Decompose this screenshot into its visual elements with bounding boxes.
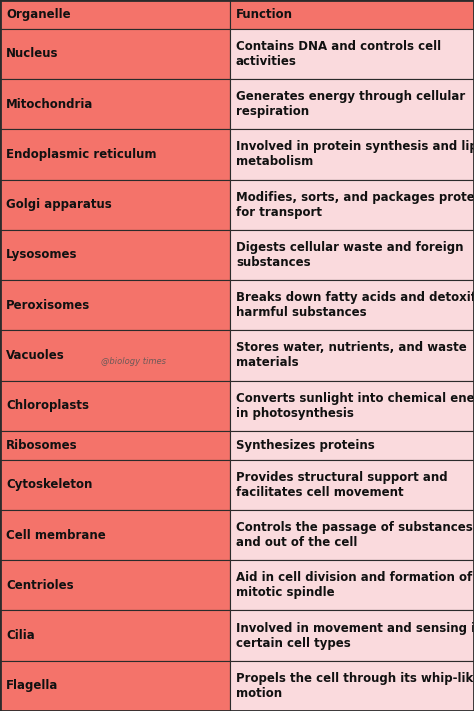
Text: Golgi apparatus: Golgi apparatus xyxy=(6,198,112,211)
Bar xyxy=(230,129,474,180)
Bar xyxy=(230,280,474,331)
Text: Nucleus: Nucleus xyxy=(6,48,58,60)
Text: Flagella: Flagella xyxy=(6,680,58,693)
Bar xyxy=(0,230,230,280)
Bar xyxy=(230,380,474,431)
Text: Synthesizes proteins: Synthesizes proteins xyxy=(236,439,375,451)
Text: Peroxisomes: Peroxisomes xyxy=(6,299,90,311)
Text: Endoplasmic reticulum: Endoplasmic reticulum xyxy=(6,148,156,161)
Text: Generates energy through cellular
respiration: Generates energy through cellular respir… xyxy=(236,90,465,118)
Text: Cilia: Cilia xyxy=(6,629,35,642)
Bar xyxy=(0,510,230,560)
Bar xyxy=(230,611,474,661)
Bar xyxy=(0,79,230,129)
Text: Digests cellular waste and foreign
substances: Digests cellular waste and foreign subst… xyxy=(236,241,464,269)
Text: Contains DNA and controls cell
activities: Contains DNA and controls cell activitie… xyxy=(236,40,441,68)
Text: Organelle: Organelle xyxy=(6,8,71,21)
Text: Cytoskeleton: Cytoskeleton xyxy=(6,479,92,491)
Bar xyxy=(0,611,230,661)
Text: Controls the passage of substances in
and out of the cell: Controls the passage of substances in an… xyxy=(236,521,474,549)
Bar xyxy=(230,431,474,459)
Text: Breaks down fatty acids and detoxifies
harmful substances: Breaks down fatty acids and detoxifies h… xyxy=(236,292,474,319)
Text: Function: Function xyxy=(236,8,293,21)
Bar xyxy=(0,280,230,331)
Bar xyxy=(0,459,230,510)
Text: @biology times: @biology times xyxy=(101,357,166,366)
Text: Propels the cell through its whip-like
motion: Propels the cell through its whip-like m… xyxy=(236,672,474,700)
Text: Converts sunlight into chemical energy
in photosynthesis: Converts sunlight into chemical energy i… xyxy=(236,392,474,419)
Text: Aid in cell division and formation of the
mitotic spindle: Aid in cell division and formation of th… xyxy=(236,572,474,599)
Bar xyxy=(0,28,230,79)
Text: Vacuoles: Vacuoles xyxy=(6,349,65,362)
Bar xyxy=(230,331,474,380)
Bar xyxy=(230,28,474,79)
Bar xyxy=(230,459,474,510)
Bar xyxy=(230,0,474,28)
Bar xyxy=(230,661,474,711)
Bar xyxy=(230,180,474,230)
Bar xyxy=(0,0,230,28)
Text: Involved in movement and sensing in
certain cell types: Involved in movement and sensing in cert… xyxy=(236,621,474,650)
Text: Lysosomes: Lysosomes xyxy=(6,248,78,262)
Bar xyxy=(0,431,230,459)
Bar xyxy=(230,560,474,611)
Bar xyxy=(230,510,474,560)
Text: Provides structural support and
facilitates cell movement: Provides structural support and facilita… xyxy=(236,471,447,499)
Text: Ribosomes: Ribosomes xyxy=(6,439,78,451)
Bar xyxy=(0,380,230,431)
Bar xyxy=(0,129,230,180)
Bar xyxy=(0,180,230,230)
Text: Involved in protein synthesis and lipid
metabolism: Involved in protein synthesis and lipid … xyxy=(236,140,474,169)
Text: Mitochondria: Mitochondria xyxy=(6,97,93,111)
Text: Chloroplasts: Chloroplasts xyxy=(6,400,89,412)
Bar xyxy=(0,661,230,711)
Text: Stores water, nutrients, and waste
materials: Stores water, nutrients, and waste mater… xyxy=(236,341,467,370)
Text: Modifies, sorts, and packages proteins
for transport: Modifies, sorts, and packages proteins f… xyxy=(236,191,474,219)
Bar xyxy=(0,560,230,611)
Bar xyxy=(0,331,230,380)
Text: Centrioles: Centrioles xyxy=(6,579,73,592)
Bar xyxy=(230,79,474,129)
Text: Cell membrane: Cell membrane xyxy=(6,528,106,542)
Bar xyxy=(230,230,474,280)
